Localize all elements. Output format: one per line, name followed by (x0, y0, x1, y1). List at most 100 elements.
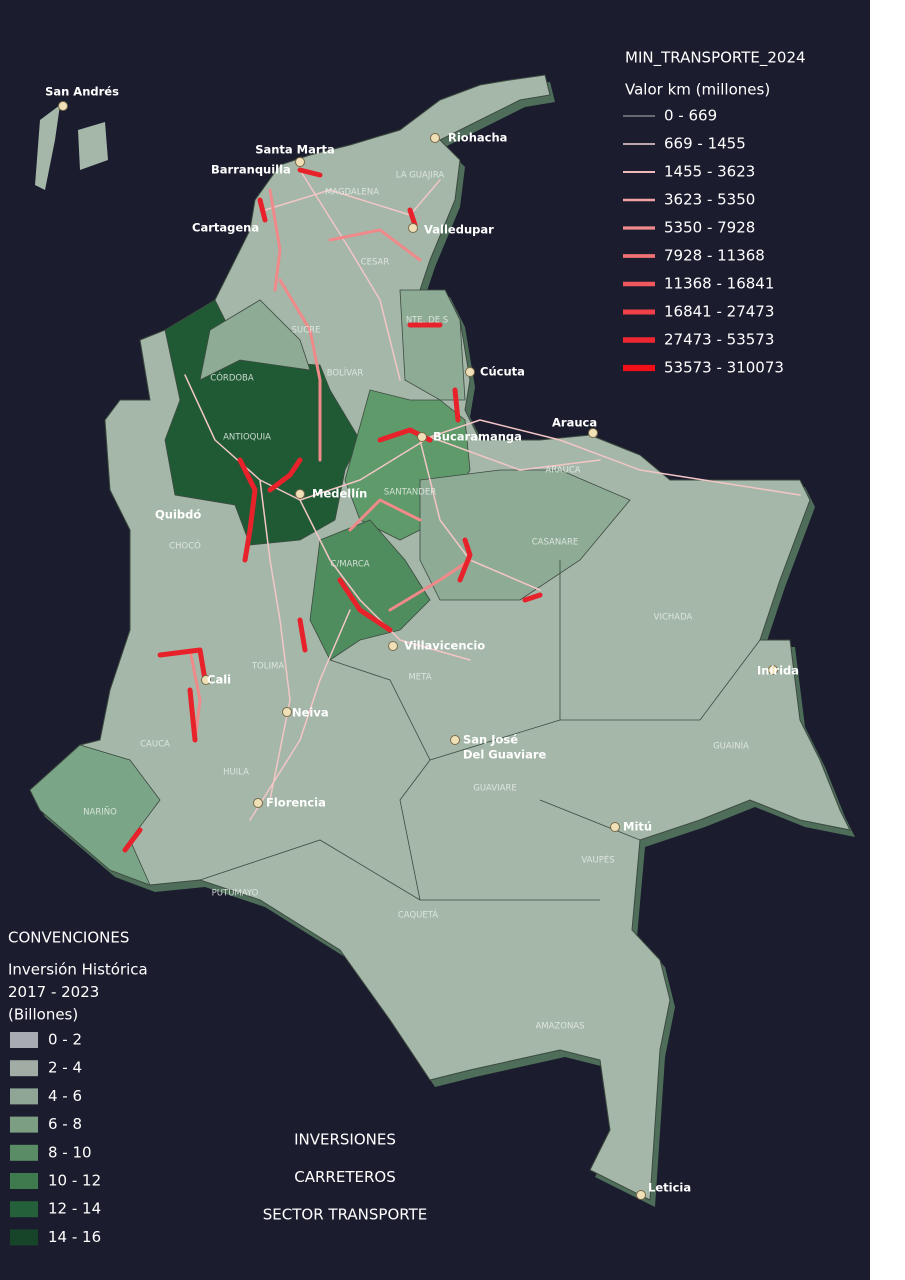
city-label: Barranquilla (211, 163, 291, 177)
city-label: Arauca (552, 416, 597, 430)
department-label: TOLIMA (251, 662, 284, 672)
department-label: NARIÑO (83, 807, 117, 818)
department-label: ARAUCA (545, 466, 580, 476)
department-label: AMAZONAS (535, 1022, 584, 1032)
city-label: Quibdó (155, 508, 201, 522)
roads (122, 167, 801, 853)
department-label: SUCRE (292, 326, 321, 336)
department-label: CHOCÓ (169, 540, 201, 552)
map-title: SECTOR TRANSPORTE (263, 1206, 427, 1224)
city-marker (417, 432, 427, 442)
city-label: Medellín (312, 487, 367, 501)
region-legend-swatch (10, 1229, 38, 1246)
department-label: CAUCA (140, 740, 170, 750)
city-marker (610, 822, 620, 832)
region-legend-label: 8 - 10 (48, 1143, 92, 1161)
city-marker (58, 101, 68, 111)
road-legend-label: 16841 - 27473 (664, 303, 774, 321)
city-label: Cartagena (192, 221, 259, 235)
road-legend-subtitle: Valor km (millones) (625, 81, 770, 99)
region-legend-swatch (10, 1201, 38, 1218)
region-legend-swatch (10, 1144, 38, 1161)
map-title: INVERSIONES (294, 1131, 396, 1149)
city-label: Cúcuta (480, 365, 525, 379)
city-label: San José (463, 733, 518, 747)
region-legend-label: 10 - 12 (48, 1172, 101, 1190)
department-label: LA GUAJIRA (396, 171, 445, 181)
legends: MIN_TRANSPORTE_2024 Valor km (millones) 0 … (8, 49, 806, 1246)
labels: LA GUAJIRA MAGDALENA CESAR SUCRE CÓRDOBA BOLÍ… (45, 85, 799, 1200)
road-legend-label: 669 - 1455 (664, 135, 746, 153)
road-legend-label: 27473 - 53573 (664, 331, 774, 349)
department-label: BOLÍVAR (327, 367, 364, 379)
region-legend-swatch (10, 1116, 38, 1133)
city-label: Mitú (623, 820, 652, 834)
city-label: Santa Marta (255, 143, 335, 157)
department-label: CESAR (361, 258, 390, 268)
city-label: San Andrés (45, 85, 119, 99)
region-legend-swatch (10, 1060, 38, 1077)
city-label: Florencia (266, 796, 326, 810)
department-label: MAGDALENA (325, 188, 379, 198)
islands (35, 105, 108, 190)
road-legend-label: 1455 - 3623 (664, 163, 755, 181)
city-label: Neiva (292, 706, 329, 720)
city-marker (636, 1190, 646, 1200)
department-label: SANTANDER (384, 488, 436, 498)
city-marker (295, 489, 305, 499)
city-marker (201, 675, 211, 685)
region-legend-swatch (10, 1032, 38, 1048)
region-legend-title: CONVENCIONES (8, 929, 129, 947)
department-label: META (408, 673, 431, 683)
department-label: HUILA (223, 768, 249, 778)
department-label: CAQUETÁ (398, 909, 438, 921)
department-label: GUAVIARE (473, 784, 517, 794)
city-label: Leticia (648, 1181, 691, 1195)
city-marker (430, 133, 440, 143)
region-legend-label: 0 - 2 (48, 1031, 82, 1049)
city-marker (295, 157, 305, 167)
city-label: Bucaramanga (433, 430, 522, 444)
region-legend-label: 14 - 16 (48, 1228, 101, 1246)
region-legend-label: 2 - 4 (48, 1059, 82, 1077)
road-legend-label: 0 - 669 (664, 107, 717, 125)
road-legend-label: 11368 - 16841 (664, 275, 774, 293)
region-legend-subtitle: (Billones) (8, 1006, 78, 1024)
department-label: VICHADA (654, 613, 693, 623)
department-label: VAUPÉS (581, 854, 614, 866)
city-marker (388, 641, 398, 651)
department-label: C/MARCA (330, 560, 369, 570)
region-legend-label: 12 - 14 (48, 1200, 101, 1218)
city-marker (253, 798, 263, 808)
department-label: CÓRDOBA (210, 372, 254, 384)
region-legend-swatch (10, 1088, 38, 1105)
region-legend-swatch (10, 1173, 38, 1189)
region-legend-label: 6 - 8 (48, 1115, 82, 1133)
city-label: Inírida (757, 664, 799, 678)
city-label: Cali (207, 673, 231, 687)
department-label: ANTIOQUIA (223, 433, 271, 443)
city-marker (465, 367, 475, 377)
city-label: Riohacha (448, 131, 507, 145)
region-legend-subtitle: 2017 - 2023 (8, 983, 99, 1001)
map-title: CARRETEROS (294, 1168, 395, 1186)
department-label: NTE. DE S (406, 316, 448, 326)
city-label: Valledupar (424, 223, 494, 237)
city-marker (450, 735, 460, 745)
road-legend-label: 7928 - 11368 (664, 247, 765, 265)
city-marker (408, 223, 418, 233)
region-legend-label: 4 - 6 (48, 1087, 82, 1105)
department-label: GUAINÍA (713, 740, 749, 752)
department-label: CASANARE (532, 538, 579, 548)
city-label: Villavicencio (404, 639, 485, 653)
city-label: Del Guaviare (463, 748, 547, 762)
city-marker (588, 428, 598, 438)
road-legend-label: 3623 - 5350 (664, 191, 755, 209)
road-legend-label: 53573 - 310073 (664, 359, 784, 377)
road-legend-title: MIN_TRANSPORTE_2024 (625, 49, 806, 68)
region-legend-subtitle: Inversión Histórica (8, 961, 148, 979)
road-legend-label: 5350 - 7928 (664, 219, 755, 237)
city-marker (282, 707, 292, 717)
